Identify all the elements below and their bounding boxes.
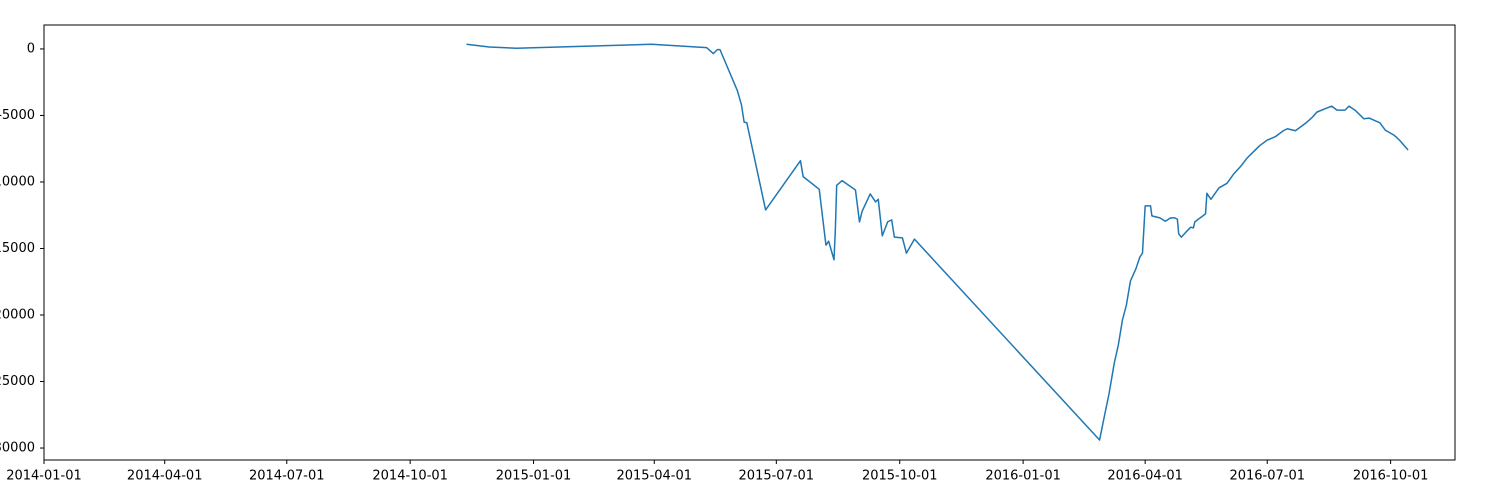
y-tick-label: 0 — [27, 41, 35, 56]
x-tick-label: 2014-10-01 — [372, 469, 448, 484]
x-tick-label: 2015-07-01 — [739, 469, 815, 484]
x-tick-label: 2016-04-01 — [1107, 469, 1183, 484]
x-tick-label: 2014-07-01 — [249, 469, 325, 484]
y-tick-label: -30000 — [0, 441, 35, 456]
x-tick-label: 2016-01-01 — [985, 469, 1061, 484]
plot-frame — [43, 24, 1456, 461]
x-tick-label: 2014-04-01 — [127, 469, 203, 484]
x-tick-label: 2015-01-01 — [496, 469, 572, 484]
x-tick-label: 2015-04-01 — [616, 469, 692, 484]
x-tick-label: 2016-07-01 — [1229, 469, 1305, 484]
y-tick-label: -15000 — [0, 241, 35, 256]
y-tick-label: -20000 — [0, 308, 35, 323]
x-tick-label: 2014-01-01 — [6, 469, 82, 484]
y-tick-label: -25000 — [0, 374, 35, 389]
x-tick-label: 2015-10-01 — [862, 469, 938, 484]
x-tick-label: 2016-10-01 — [1353, 469, 1429, 484]
data-line — [466, 43, 1409, 441]
y-tick-label: -5000 — [0, 108, 35, 123]
y-tick-label: -10000 — [0, 174, 35, 189]
